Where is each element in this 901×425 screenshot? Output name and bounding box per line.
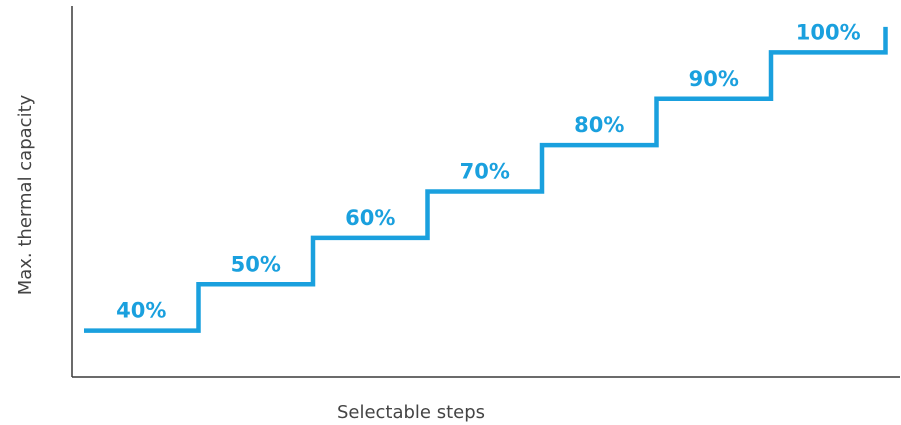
step-label-4: 70% <box>460 160 510 184</box>
step-label-1: 40% <box>116 299 166 323</box>
step-label-3: 60% <box>345 206 395 230</box>
x-axis-title: Selectable steps <box>337 402 485 423</box>
step-label-7: 100% <box>796 20 861 44</box>
step-labels: 40% 50% 60% 70% 80% 90% 100% <box>116 20 861 322</box>
y-axis-title: Max. thermal capacity <box>15 94 36 295</box>
step-label-6: 90% <box>689 67 739 91</box>
step-label-5: 80% <box>574 113 624 137</box>
step-series-line <box>84 26 888 333</box>
step-label-2: 50% <box>231 252 281 276</box>
